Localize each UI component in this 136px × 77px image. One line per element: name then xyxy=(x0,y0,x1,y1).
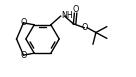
Text: O: O xyxy=(82,23,88,32)
Text: O: O xyxy=(73,5,79,14)
Text: O: O xyxy=(20,18,27,27)
Text: NH: NH xyxy=(62,11,73,20)
Text: O: O xyxy=(20,51,27,60)
